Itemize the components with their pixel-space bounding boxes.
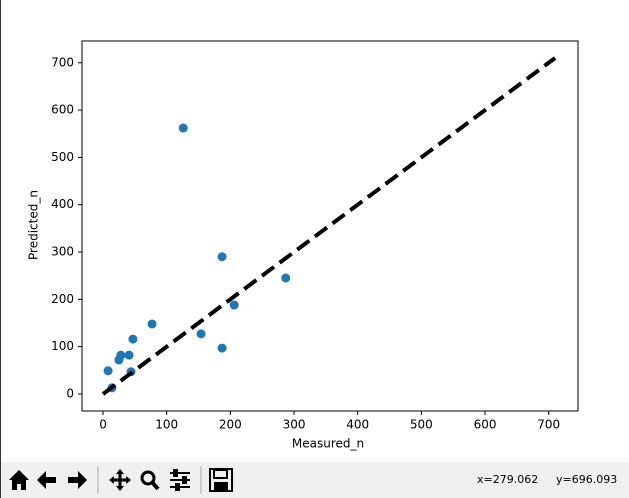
x-tick-label: 500 xyxy=(410,418,433,432)
point xyxy=(124,350,134,360)
save-button[interactable] xyxy=(209,468,233,492)
point xyxy=(217,343,227,353)
x-tick-label: 200 xyxy=(219,418,242,432)
cursor-x: x=279.062 xyxy=(477,473,539,486)
y-tick-label: 500 xyxy=(51,150,74,164)
y-axis-label: Predicted_n xyxy=(27,190,41,260)
point xyxy=(147,319,157,329)
x-tick-label: 700 xyxy=(537,418,560,432)
point xyxy=(229,300,239,310)
point xyxy=(116,350,126,360)
point xyxy=(103,366,113,376)
pan-button[interactable] xyxy=(109,469,131,491)
home-button[interactable] xyxy=(9,470,29,490)
reference-line xyxy=(101,56,557,396)
zoom-button[interactable] xyxy=(140,470,160,491)
x-tick-label: 600 xyxy=(474,418,497,432)
configure-button[interactable] xyxy=(170,469,190,491)
toolbar-icons xyxy=(9,466,233,494)
y-tick-label: 300 xyxy=(51,245,74,259)
cursor-y: y=696.093 xyxy=(556,473,618,486)
point xyxy=(217,252,227,262)
y-tick-label: 0 xyxy=(66,386,74,400)
x-axis-label: Measured_n xyxy=(292,437,364,451)
point xyxy=(128,334,138,344)
point xyxy=(196,329,206,339)
x-tick-label: 400 xyxy=(346,418,369,432)
x-tick-label: 300 xyxy=(283,418,306,432)
toolbar: x=279.062 y=696.093 xyxy=(1,462,629,498)
y-tick-label: 200 xyxy=(51,292,74,306)
point xyxy=(178,123,188,133)
x-tick-label: 100 xyxy=(155,418,178,432)
y-tick-label: 100 xyxy=(51,339,74,353)
y-tick-label: 400 xyxy=(51,197,74,211)
chart: Measured_n Predicted_n 0 100 200 300 400 500 6… xyxy=(27,40,579,451)
x-tick-label: 0 xyxy=(99,418,107,432)
y-tick-label: 600 xyxy=(51,103,74,117)
y-tick-label: 700 xyxy=(51,55,74,69)
point xyxy=(281,273,291,283)
back-button[interactable] xyxy=(37,471,56,489)
forward-button[interactable] xyxy=(68,471,87,489)
